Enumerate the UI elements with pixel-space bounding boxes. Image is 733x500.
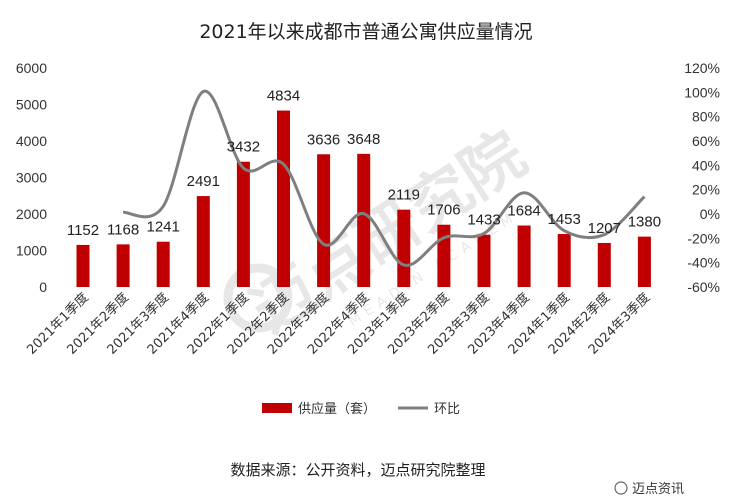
right-tick-label: 100%	[684, 84, 720, 100]
bar-value-label: 1168	[107, 221, 139, 238]
bar-value-label: 1453	[548, 211, 581, 228]
bar	[437, 224, 451, 287]
right-tick-label: -60%	[687, 279, 720, 295]
source-text: 数据来源：公开资料，迈点研究院整理	[230, 461, 485, 479]
bar	[116, 244, 130, 287]
bar-value-label: 1241	[147, 219, 180, 236]
bar-value-label: 2119	[388, 187, 420, 204]
corner-watermark-text: 迈点资讯	[632, 482, 684, 497]
bar	[236, 161, 250, 287]
bar	[357, 153, 371, 287]
right-tick-label: 60%	[692, 133, 720, 149]
bar	[557, 233, 571, 287]
bar	[196, 196, 210, 287]
left-axis: 0 1000 2000 3000 4000 5000 6000	[16, 60, 47, 295]
right-tick-label: -20%	[687, 230, 720, 246]
bar-value-label: 1152	[67, 222, 99, 239]
bar	[397, 209, 411, 287]
legend-label-ratio: 环比	[434, 402, 460, 417]
left-tick-label: 2000	[16, 206, 47, 222]
right-tick-label: 20%	[692, 182, 720, 198]
bar-value-label: 3432	[227, 139, 260, 156]
bar-value-label: 4834	[267, 88, 300, 105]
bar-value-label: 1207	[588, 220, 621, 237]
legend-label-supply: 供应量（套）	[298, 401, 376, 417]
right-tick-label: 80%	[692, 109, 720, 125]
watermark: 迈点研究院 MEADIN ACADEMY	[223, 117, 538, 347]
right-tick-label: 0%	[700, 206, 720, 222]
bar	[277, 110, 290, 288]
bar	[637, 236, 651, 287]
left-tick-label: 0	[39, 279, 47, 295]
left-tick-label: 4000	[16, 133, 47, 149]
legend-swatch-supply	[262, 403, 292, 413]
bar	[156, 241, 170, 287]
bar	[597, 242, 611, 287]
bar	[517, 225, 531, 287]
left-tick-label: 6000	[16, 60, 47, 76]
right-tick-label: 120%	[684, 60, 720, 76]
corner-watermark: 迈点资讯	[614, 481, 684, 497]
left-tick-label: 1000	[16, 243, 47, 259]
left-tick-label: 5000	[16, 97, 47, 113]
bar	[76, 244, 90, 287]
bar	[317, 154, 331, 287]
right-tick-label: -40%	[687, 255, 720, 271]
bar-value-label: 1433	[467, 212, 500, 229]
watermark-logo	[223, 263, 293, 333]
bar-value-label: 3648	[347, 131, 380, 148]
left-tick-label: 3000	[16, 170, 47, 186]
chart-title: 2021年以来成都市普通公寓供应量情况	[199, 21, 532, 43]
legend: 供应量（套） 环比	[262, 401, 460, 417]
corner-logo-icon	[614, 481, 628, 495]
data-labels: 1152 1168 1241 2491 3432 4834 3636 3648 2119 1706…	[67, 88, 661, 239]
ratio-line	[122, 89, 646, 267]
right-tick-label: 40%	[692, 157, 720, 173]
bar-value-label: 2491	[187, 173, 220, 190]
bar-value-label: 1706	[427, 202, 460, 219]
right-axis: -60% -40% -20% 0% 20% 40% 60% 80% 100% 120%	[684, 60, 720, 295]
bar	[477, 234, 491, 287]
bar-value-label: 3636	[307, 131, 340, 148]
bar-value-label: 1380	[628, 214, 661, 231]
bar-value-label: 1684	[507, 203, 540, 220]
